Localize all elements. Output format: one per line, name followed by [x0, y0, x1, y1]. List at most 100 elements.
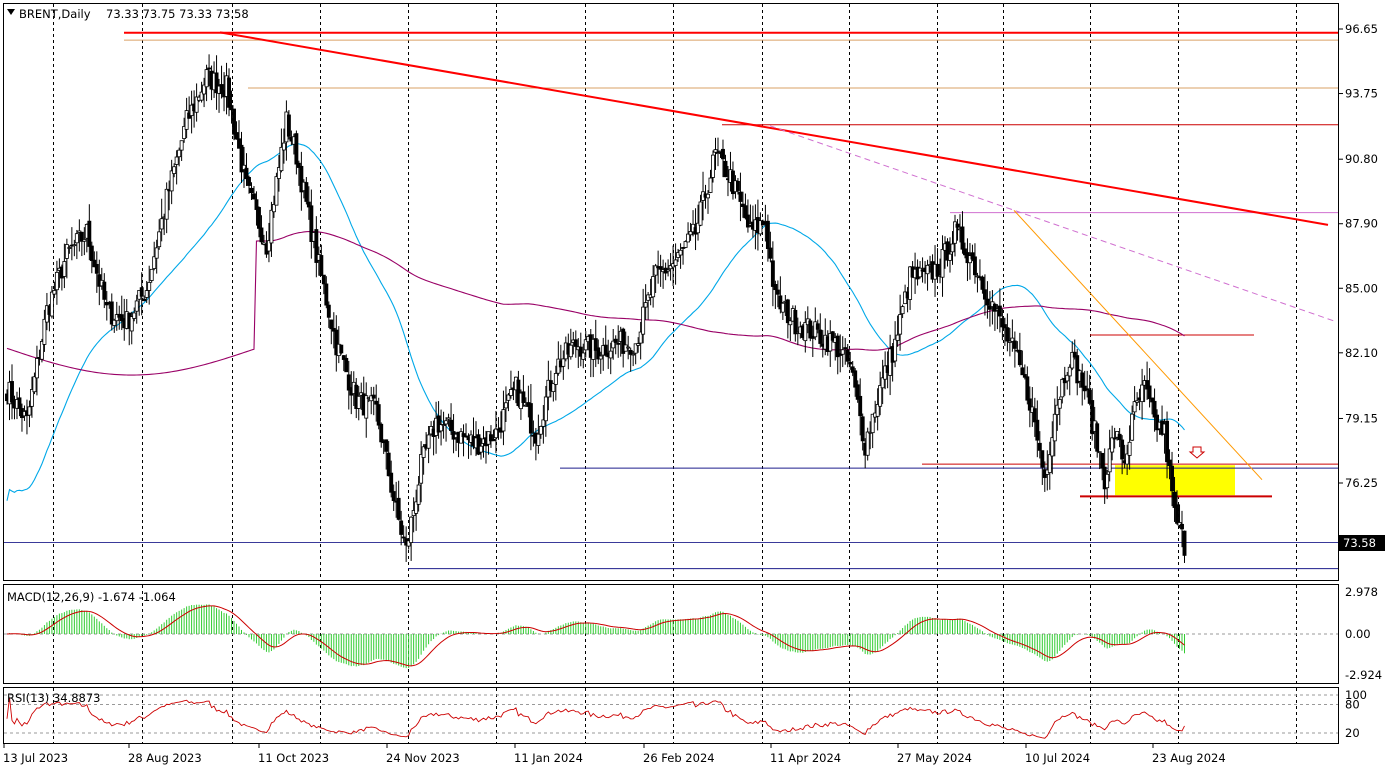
candle-up — [1105, 473, 1110, 489]
candle-up — [82, 239, 87, 242]
candle-up — [716, 152, 720, 155]
candle-up — [653, 265, 658, 276]
candle-down — [1087, 389, 1092, 404]
candle-up — [364, 395, 369, 419]
candle-up — [416, 484, 421, 505]
candle-down — [227, 77, 231, 108]
candle-up — [1010, 337, 1015, 342]
candle-down — [1035, 419, 1040, 441]
candle-down — [848, 361, 853, 365]
candle-down — [1095, 423, 1100, 452]
candle-up — [177, 149, 182, 158]
candle-up — [1060, 379, 1065, 398]
candle-up — [568, 344, 573, 358]
macd-panel — [4, 604, 1338, 669]
candle-down — [521, 391, 526, 404]
candle-up — [199, 91, 204, 101]
candle-down — [1072, 351, 1077, 358]
candle-up — [918, 267, 923, 278]
candle-up — [279, 146, 284, 172]
candle-down — [992, 303, 997, 312]
candle-down — [259, 227, 264, 243]
x-tick-label: 10 Jul 2024 — [1025, 751, 1090, 765]
rsi-title: RSI(13) 34.8873 — [7, 691, 101, 705]
candle-up — [865, 431, 870, 456]
candle-up — [132, 312, 137, 319]
candle-up — [414, 501, 419, 514]
candle-up — [953, 221, 957, 244]
candle-down — [1152, 400, 1157, 418]
candle-up — [541, 419, 546, 427]
candle-up — [698, 201, 703, 226]
candle-down — [1170, 465, 1174, 492]
candle-down — [396, 497, 401, 520]
candle-down — [935, 263, 940, 277]
candle-down — [985, 298, 990, 306]
candle-up — [608, 350, 613, 359]
candle-down — [855, 384, 860, 400]
menu-triangle-icon[interactable] — [7, 9, 15, 15]
price-panel-frame — [3, 3, 1339, 581]
candle-down — [324, 283, 329, 306]
candle-up — [1047, 454, 1052, 473]
candle-down — [1145, 380, 1150, 390]
candle-up — [940, 249, 945, 278]
candle-up — [419, 454, 424, 484]
candle-up — [494, 428, 498, 439]
candle-down — [593, 338, 598, 351]
candle-down — [845, 349, 850, 362]
x-tick-label: 23 Aug 2024 — [1152, 751, 1226, 765]
candle-up — [174, 156, 179, 165]
candle-up — [878, 385, 883, 407]
candle-up — [1130, 413, 1135, 441]
candle-down — [102, 281, 107, 300]
candle-down — [980, 276, 985, 290]
candle-down — [1025, 376, 1030, 401]
candle-down — [94, 263, 99, 274]
candle-down — [384, 439, 389, 452]
candle-up — [262, 242, 266, 245]
candle-down — [770, 260, 775, 287]
candle-down — [464, 435, 468, 438]
candle-down — [723, 160, 728, 178]
candle-up — [551, 383, 556, 393]
candle-up — [172, 166, 177, 174]
rsi-panel-frame — [3, 687, 1339, 744]
trendlines — [219, 31, 1337, 481]
candle-down — [1150, 397, 1155, 403]
candle-down — [386, 452, 391, 477]
candle-up — [643, 302, 648, 308]
candle-down — [10, 381, 14, 403]
candle-up — [444, 420, 449, 425]
y-axes: 96.65 93.75 90.80 87.90 85.00 82.10 79.15 76.25… — [1338, 22, 1382, 740]
candle-up — [651, 276, 656, 298]
candle-up — [1055, 404, 1060, 415]
candle-down — [391, 491, 396, 502]
candle-down — [489, 434, 493, 442]
y-tick-label: 76.25 — [1345, 476, 1378, 490]
candle-down — [1017, 349, 1022, 366]
x-tick-label: 13 Jul 2023 — [3, 751, 68, 765]
candle-down — [1165, 420, 1169, 463]
candle-down — [309, 205, 314, 242]
y-tick-label: 96.65 — [1345, 22, 1378, 36]
candle-up — [42, 318, 47, 345]
candle-up — [446, 417, 451, 420]
candle-up — [598, 355, 603, 360]
candle-up — [611, 340, 616, 349]
candle-down — [304, 182, 309, 202]
candle-down — [237, 138, 241, 149]
candle-up — [1140, 384, 1145, 403]
candle-down — [972, 256, 977, 276]
candle-down — [578, 346, 583, 357]
candle-down — [257, 207, 261, 229]
candle-down — [286, 114, 291, 137]
candle-down — [603, 344, 608, 356]
candle-up — [426, 434, 431, 449]
candle-down — [234, 132, 239, 140]
candle-up — [421, 446, 426, 458]
current-price-label: 73.58 — [1343, 536, 1376, 550]
candle-down — [142, 298, 147, 302]
candle-up — [561, 358, 566, 367]
